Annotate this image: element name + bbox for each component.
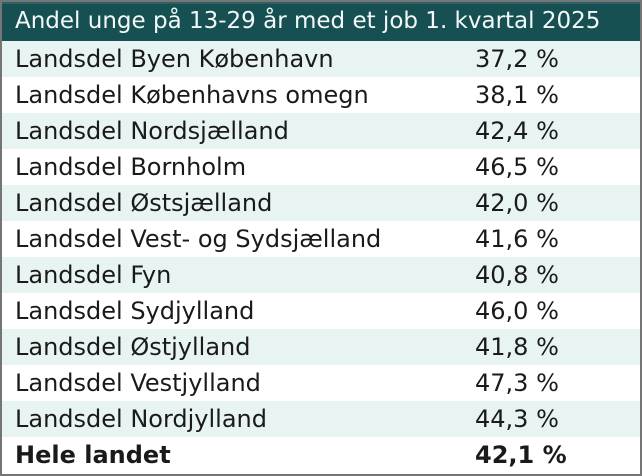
table-row: Landsdel Nordjylland 44,3 % [2,401,640,437]
row-value: 37,2 % [475,45,559,73]
row-label: Landsdel Nordsjælland [15,117,289,145]
table-row: Landsdel Københavns omegn 38,1 % [2,77,640,113]
row-value: 38,1 % [475,81,559,109]
row-value: 42,4 % [475,117,559,145]
row-label: Landsdel Sydjylland [15,297,255,325]
row-label: Hele landet [15,441,171,469]
row-value: 42,1 % [475,441,567,469]
row-value: 41,6 % [475,225,559,253]
row-label: Landsdel Østsjælland [15,189,273,217]
row-label: Landsdel Vest- og Sydsjælland [15,225,382,253]
table-row: Landsdel Østjylland 41,8 % [2,329,640,365]
row-value: 41,8 % [475,333,559,361]
row-label: Landsdel Østjylland [15,333,251,361]
row-value: 44,3 % [475,405,559,433]
table-row: Landsdel Vest- og Sydsjælland 41,6 % [2,221,640,257]
row-label: Landsdel Nordjylland [15,405,267,433]
table-row: Landsdel Sydjylland 46,0 % [2,293,640,329]
row-value: 47,3 % [475,369,559,397]
table-row: Hele landet 42,1 % [2,437,640,473]
table-row: Landsdel Nordsjælland 42,4 % [2,113,640,149]
table-title: Andel unge på 13-29 år med et job 1. kva… [2,2,640,41]
row-value: 40,8 % [475,261,559,289]
row-label: Landsdel Vestjylland [15,369,261,397]
table-body: Landsdel Byen København 37,2 % Landsdel … [2,41,640,473]
table-row: Landsdel Byen København 37,2 % [2,41,640,77]
table-row: Landsdel Bornholm 46,5 % [2,149,640,185]
row-value: 46,0 % [475,297,559,325]
row-value: 46,5 % [475,153,559,181]
row-label: Landsdel Bornholm [15,153,247,181]
row-label: Landsdel Københavns omegn [15,81,369,109]
row-label: Landsdel Byen København [15,45,334,73]
table-row: Landsdel Vestjylland 47,3 % [2,365,640,401]
table-row: Landsdel Østsjælland 42,0 % [2,185,640,221]
row-value: 42,0 % [475,189,559,217]
row-label: Landsdel Fyn [15,261,172,289]
table-row: Landsdel Fyn 40,8 % [2,257,640,293]
